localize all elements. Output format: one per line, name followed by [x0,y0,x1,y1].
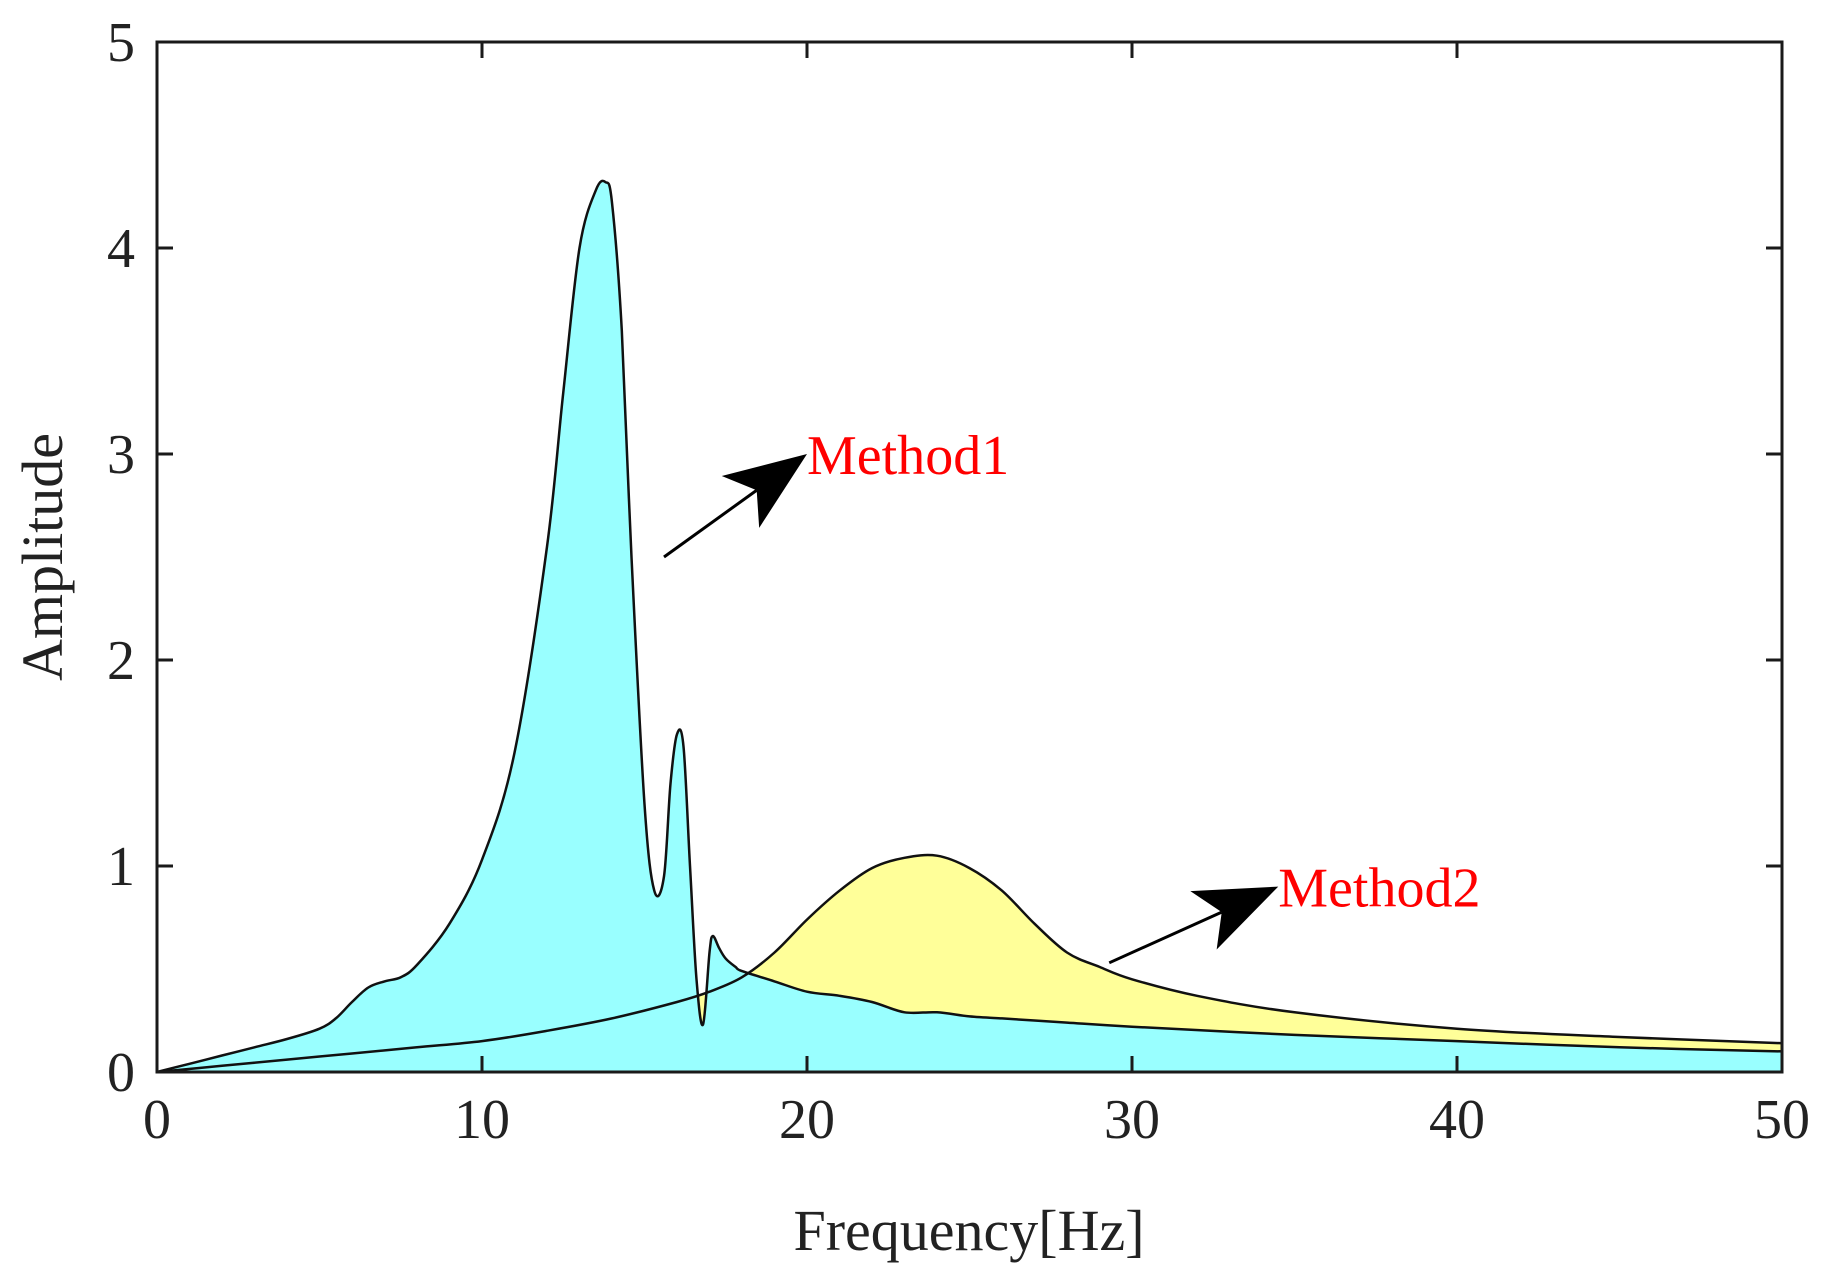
x-axis-label: Frequency[Hz] [793,1198,1144,1263]
annotations: Method1 Method2 [663,425,1480,965]
method1-line [156,179,1783,1074]
y-tick-label: 1 [107,836,135,898]
axis-ticks [155,40,1784,1074]
x-tick-labels: 0 10 20 30 40 50 [143,1089,1810,1151]
y-tick-labels: 0 1 2 3 4 5 [107,12,135,1104]
y-tick-label: 3 [107,424,135,486]
x-tick-label: 30 [1104,1089,1160,1151]
series-lines [156,179,1783,1074]
method2-line [156,853,1783,1074]
x-tick-label: 10 [454,1089,510,1151]
x-tick-label: 50 [1754,1089,1810,1151]
method2-arrow-head [1190,886,1279,950]
x-tick-label: 0 [143,1089,171,1151]
method2-label: Method2 [1278,858,1480,920]
method2-area [157,855,1782,1072]
y-tick-label: 5 [107,12,135,74]
x-tick-label: 20 [779,1089,835,1151]
method1-arrow-shaft [663,489,758,559]
y-tick-label: 2 [107,630,135,692]
method1-label: Method1 [807,425,1009,487]
method2-arrow-shaft [1108,910,1223,965]
y-tick-label: 4 [107,218,135,280]
y-tick-label: 0 [107,1042,135,1104]
axes-box [155,40,1784,1074]
method1-arrow-head [721,454,807,528]
x-tick-label: 40 [1429,1089,1485,1151]
y-axis-label: Amplitude [10,433,75,681]
